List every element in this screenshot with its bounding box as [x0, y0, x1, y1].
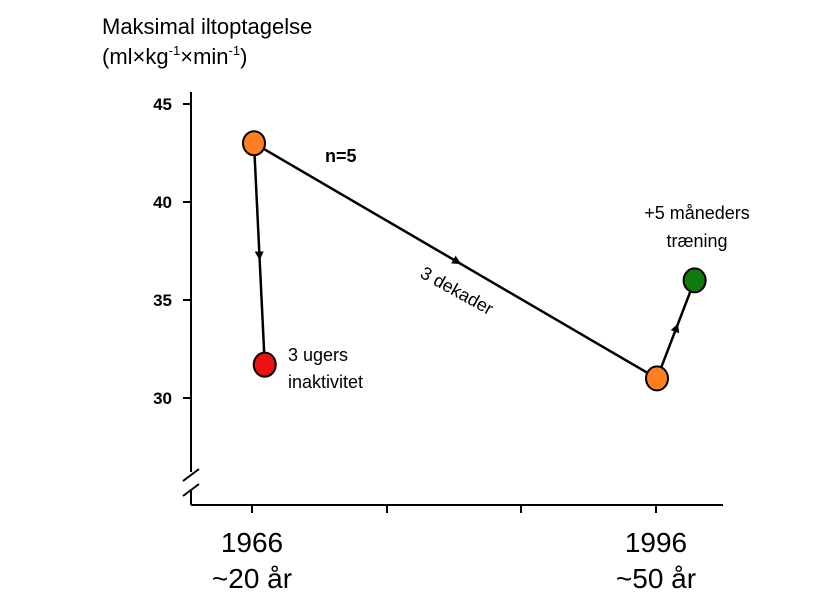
point-1966-baseline — [242, 130, 266, 157]
arrows — [252, 142, 696, 380]
annotation-training-line1: +5 måneders — [644, 203, 750, 223]
point-1996-baseline — [645, 365, 669, 392]
unit-min: min — [193, 44, 229, 69]
unit-times-1: × — [132, 44, 146, 69]
point-1996-training — [682, 267, 707, 294]
x-label-1966-age: ~20 år — [212, 563, 292, 594]
x-label-1996-year: 1996 — [625, 527, 687, 558]
y-axis-unit: (ml×kg-1×min-1) — [102, 42, 312, 72]
unit-close: ) — [240, 44, 248, 69]
annotation-inactivity-line2: inaktivitet — [288, 372, 363, 392]
y-tick-label-40: 40 — [153, 193, 172, 212]
unit-times-2: × — [180, 44, 194, 69]
y-tick-label-30: 30 — [153, 389, 172, 408]
y-tick-label-35: 35 — [153, 291, 172, 310]
arrowhead-1996-baseline-to-1996-training — [670, 323, 680, 334]
y-axis-label: Maksimal iltoptagelse (ml×kg-1×min-1) — [102, 12, 312, 72]
point-1966-inactivity — [252, 351, 277, 378]
axis-break-mark-lower — [182, 483, 200, 497]
unit-kg: kg — [145, 44, 169, 69]
unit-exp-1: -1 — [168, 43, 181, 58]
y-axis-label-line1: Maksimal iltoptagelse — [102, 14, 313, 39]
y-tick-label-45: 45 — [153, 95, 172, 114]
annotation-decades: 3 dekader — [417, 263, 497, 319]
unit-exp-2: -1 — [228, 43, 241, 58]
x-label-1996-age: ~50 år — [616, 563, 696, 594]
arrowhead-1966-baseline-to-1996-baseline — [451, 255, 462, 265]
unit-open: (ml — [102, 44, 133, 69]
annotation-inactivity-line1: 3 ugers — [288, 345, 348, 365]
points — [242, 130, 707, 392]
x-label-1966-year: 1966 — [221, 527, 283, 558]
annotation-training-line2: træning — [666, 231, 727, 251]
annotation-n: n=5 — [325, 146, 357, 166]
axis-break-mark-upper — [182, 468, 200, 482]
y-ticks: 30 35 40 45 — [153, 95, 191, 408]
